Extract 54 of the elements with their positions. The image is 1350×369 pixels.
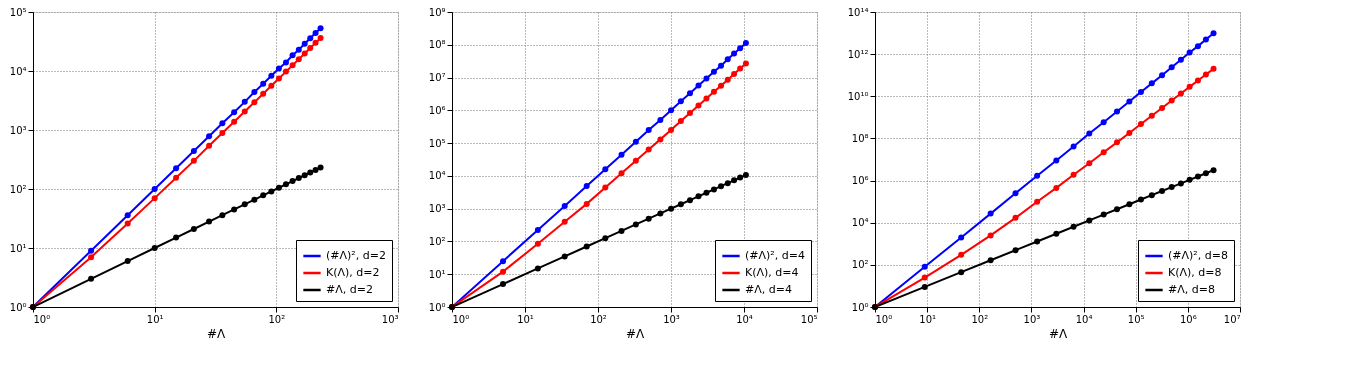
- legend-label: #Λ, d=4: [745, 283, 792, 296]
- y-tick-label: 10¹: [9, 242, 27, 254]
- y-tick-label: 10¹²: [847, 48, 869, 60]
- legend-label: K(Λ), d=4: [745, 266, 799, 279]
- x-tick-label: 10¹: [517, 313, 534, 325]
- y-tick-label: 10⁴: [851, 217, 869, 229]
- y-tick-label: 10⁶: [851, 175, 869, 187]
- x-tick-label: 10⁵: [1127, 313, 1145, 325]
- legend-label: K(Λ), d=8: [1168, 266, 1222, 279]
- y-tick-label: 10²: [428, 235, 446, 247]
- x-tick-label: 10⁰: [875, 313, 893, 325]
- legend-label: #Λ, d=2: [326, 283, 373, 296]
- x-tick-label: 10⁷: [1223, 313, 1241, 325]
- x-tick-label: 10²: [268, 313, 286, 325]
- x-tick-label: 10⁰: [452, 313, 470, 325]
- y-tick-label: 10⁰: [9, 301, 27, 313]
- y-tick-label: 10⁴: [9, 65, 27, 77]
- legend-label: (#Λ)², d=2: [326, 249, 386, 262]
- x-tick-label: 10³: [1023, 313, 1041, 325]
- y-tick-label: 10¹⁴: [847, 6, 869, 18]
- y-tick-label: 10⁰: [851, 301, 869, 313]
- y-tick-label: 10³: [9, 124, 27, 136]
- legend-label: (#Λ)², d=4: [745, 249, 805, 262]
- y-tick-label: 10⁸: [851, 132, 869, 144]
- y-tick-label: 10²: [851, 259, 869, 271]
- y-tick-label: 10⁵: [428, 137, 446, 149]
- x-tick-label: 10³: [663, 313, 680, 325]
- y-tick-label: 10⁹: [428, 6, 446, 18]
- x-tick-label: 10⁵: [800, 313, 818, 325]
- x-tick-label: 10¹: [919, 313, 937, 325]
- y-tick-label: 10²: [9, 183, 27, 195]
- x-tick-label: 10⁴: [736, 313, 753, 325]
- legend-label: #Λ, d=8: [1168, 283, 1215, 296]
- x-tick-label: 10²: [590, 313, 607, 325]
- y-tick-label: 10⁰: [428, 301, 446, 313]
- x-tick-label: 10⁴: [1075, 313, 1093, 325]
- x-tick-label: 10³: [381, 313, 399, 325]
- y-tick-label: 10³: [428, 203, 446, 215]
- x-tick-label: 10⁰: [33, 313, 51, 325]
- y-tick-label: 10⁵: [9, 6, 27, 18]
- x-tick-label: 10⁶: [1179, 313, 1197, 325]
- x-axis-title: #Λ: [625, 326, 645, 341]
- legend-label: (#Λ)², d=8: [1168, 249, 1228, 262]
- y-tick-label: 10¹: [428, 268, 446, 280]
- y-tick-label: 10⁷: [428, 72, 446, 84]
- y-tick-label: 10¹⁰: [847, 90, 869, 102]
- x-axis-title: #Λ: [206, 326, 226, 341]
- x-axis-title: #Λ: [1048, 326, 1068, 341]
- y-tick-label: 10⁶: [428, 104, 446, 116]
- legend-label: K(Λ), d=2: [326, 266, 380, 279]
- x-tick-label: 10²: [971, 313, 989, 325]
- y-tick-label: 10⁴: [428, 170, 446, 182]
- y-tick-label: 10⁸: [428, 39, 446, 51]
- x-tick-label: 10¹: [146, 313, 164, 325]
